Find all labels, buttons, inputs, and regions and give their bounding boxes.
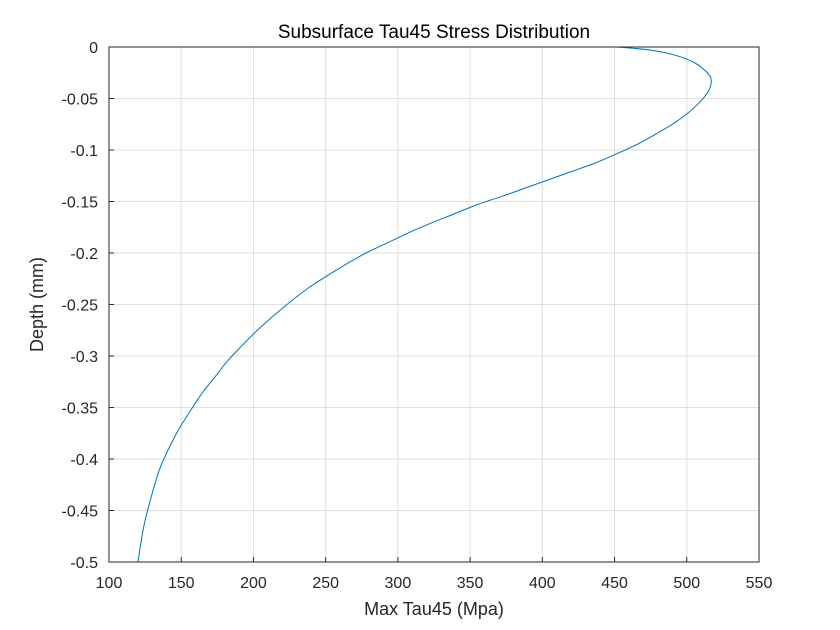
y-tick-label: -0.4	[70, 452, 98, 469]
x-tick-label: 450	[601, 575, 628, 592]
ticks: 100 150 200 250 300 350 400 450 500 550 0 -0.05 -0.1…	[62, 40, 773, 592]
chart-title: Subsurface Tau45 Stress Distribution	[278, 22, 590, 43]
x-tick-label: 200	[240, 575, 267, 592]
grid	[108, 46, 760, 563]
y-tick-label: -0.3	[70, 349, 98, 366]
y-tick-label: -0.05	[62, 92, 99, 109]
x-tick-label: 250	[312, 575, 339, 592]
x-tick-label: 300	[385, 575, 412, 592]
y-tick-label: -0.35	[62, 401, 99, 418]
y-tick-label: -0.15	[62, 195, 99, 212]
x-tick-label: 150	[168, 575, 195, 592]
y-tick-label: -0.2	[70, 246, 98, 263]
x-tick-label: 350	[457, 575, 484, 592]
y-tick-label: -0.45	[62, 504, 99, 521]
y-tick-label: -0.1	[70, 143, 98, 160]
x-axis-label: Max Tau45 (Mpa)	[364, 599, 504, 619]
x-tick-label: 550	[746, 575, 773, 592]
y-tick-label: -0.5	[70, 555, 98, 572]
y-tick-label: 0	[89, 40, 98, 57]
y-tick-label: -0.25	[62, 298, 99, 315]
stress-curve	[137, 46, 712, 563]
x-tick-label: 400	[529, 575, 556, 592]
x-tick-label: 100	[96, 575, 123, 592]
y-axis-label: Depth (mm)	[27, 257, 47, 352]
x-tick-label: 500	[673, 575, 700, 592]
